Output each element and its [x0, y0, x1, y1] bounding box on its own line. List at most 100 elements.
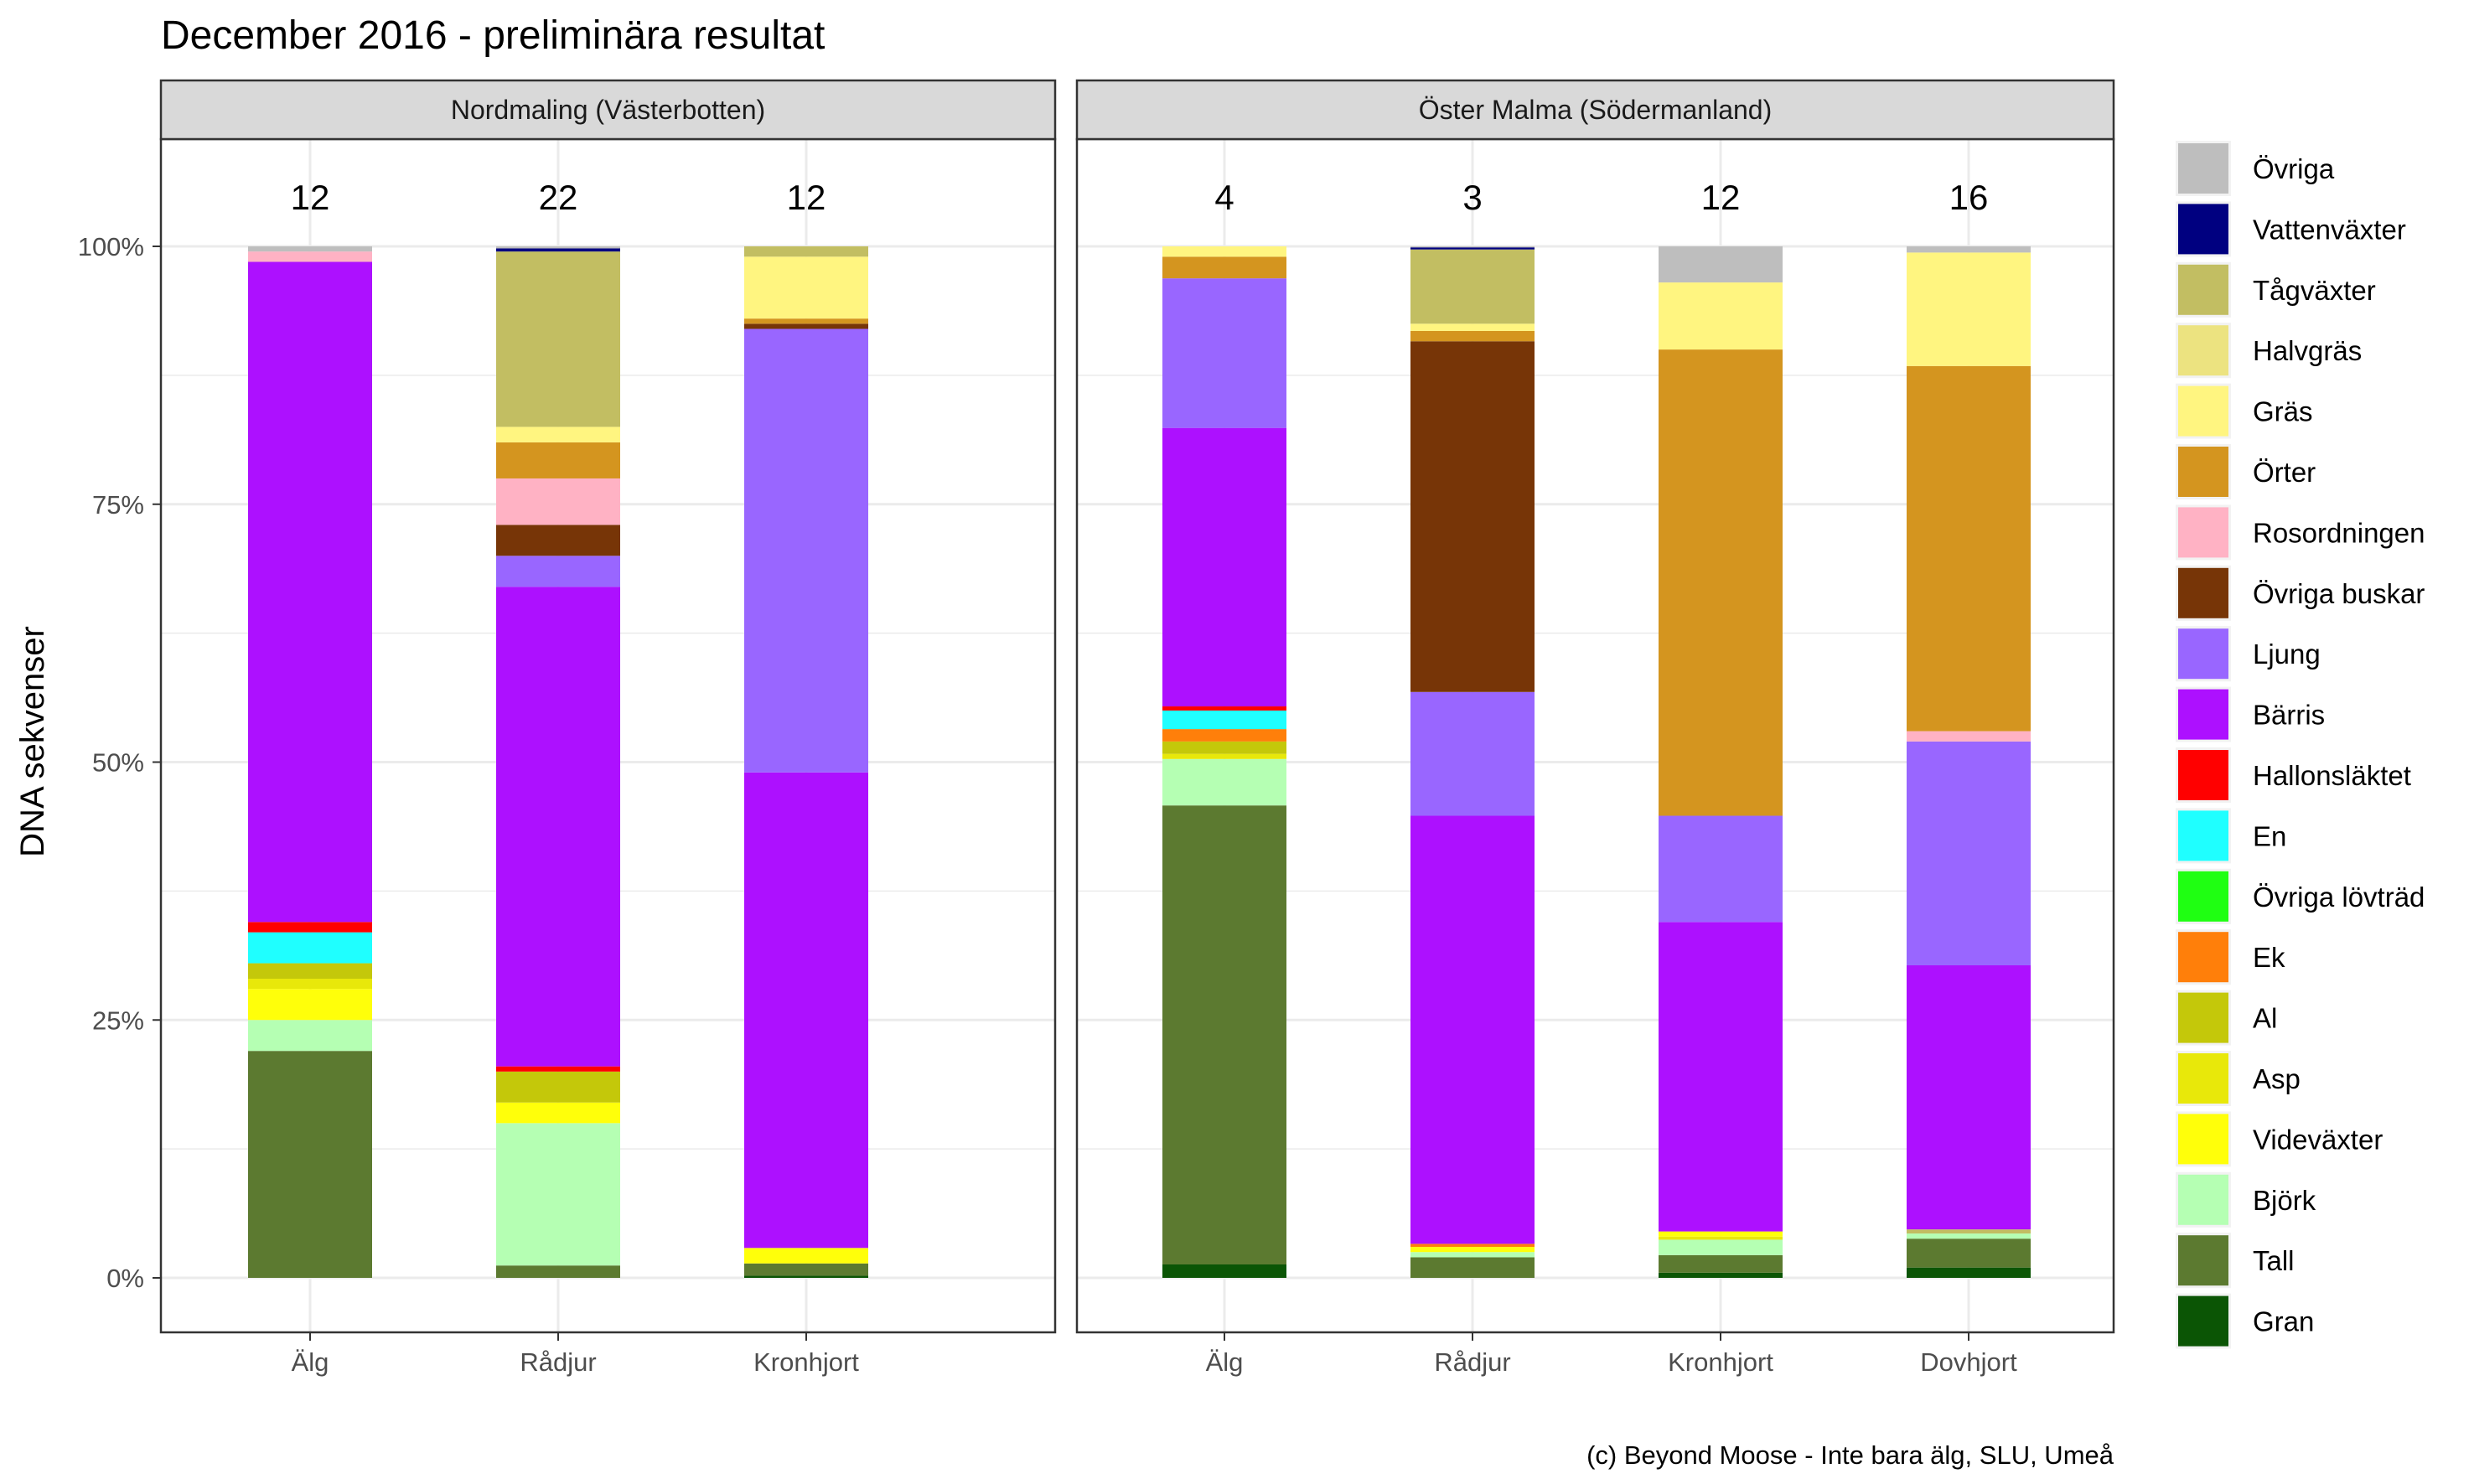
- bar-segment: [744, 1275, 868, 1278]
- bar-segment: [248, 963, 372, 980]
- bar-segment: [1162, 706, 1286, 711]
- bar-segment: [744, 328, 868, 773]
- stacked-bar: [1907, 246, 2031, 1278]
- legend-item: Gräs: [2176, 383, 2313, 439]
- bar-segment: [1162, 710, 1286, 730]
- legend-item: En: [2176, 808, 2286, 864]
- bar-segment: [1162, 427, 1286, 707]
- legend-swatch: [2178, 447, 2228, 497]
- legend-label: Videväxter: [2253, 1124, 2383, 1155]
- bar-segment: [1162, 256, 1286, 279]
- legend-swatch: [2178, 992, 2228, 1043]
- bar-segment: [1659, 282, 1783, 350]
- bar-segment: [248, 979, 372, 990]
- legend-swatch: [2178, 1235, 2228, 1286]
- legend-label: Tall: [2253, 1245, 2295, 1276]
- y-tick-label: 100%: [78, 232, 144, 261]
- legend-swatch: [2178, 567, 2228, 618]
- facet-panels: 12 Älg 22 Rådjur 12 Kronhjort Nordmaling (Väst…: [78, 79, 2115, 1377]
- facet-strip: [1075, 79, 2115, 141]
- legend-label: Asp: [2253, 1063, 2301, 1094]
- bar-segment: [496, 587, 620, 1067]
- legend-swatch: [2178, 264, 2228, 315]
- legend-label: Halvgräs: [2253, 335, 2362, 366]
- legend-label: Övriga buskar: [2253, 578, 2425, 609]
- legend: Övriga Vattenväxter Tågväxter Halvgräs Gräs Ö…: [2176, 141, 2425, 1349]
- legend-label: Ljung: [2253, 639, 2321, 670]
- bar-segment: [496, 556, 620, 587]
- bar-segment: [1659, 1231, 1783, 1237]
- bar-segment: [1410, 330, 1535, 342]
- bar-segment: [496, 442, 620, 478]
- legend-swatch: [2178, 810, 2228, 861]
- facet-strip-label: Nordmaling (Västerbotten): [451, 95, 765, 125]
- bar-segment: [248, 1020, 372, 1052]
- bar-segment: [1162, 1264, 1286, 1278]
- bar-segment: [1659, 922, 1783, 1232]
- x-tick-label: Rådjur: [520, 1347, 596, 1377]
- bar-segment: [248, 932, 372, 964]
- sample-count-label: 12: [1701, 178, 1741, 217]
- bar-segment: [248, 251, 372, 262]
- sample-count-label: 12: [787, 178, 826, 217]
- legend-item: Rosordningen: [2176, 504, 2425, 561]
- bar-segment: [248, 989, 372, 1021]
- chart-title: December 2016 - preliminära resultat: [161, 13, 825, 58]
- y-axis: 0% 25% 50% 75% 100%: [78, 232, 161, 1293]
- bar-segment: [1907, 731, 2031, 742]
- bar-segment: [1659, 815, 1783, 923]
- legend-label: Övriga: [2253, 153, 2335, 184]
- bar-segment: [1410, 691, 1535, 816]
- legend-item: Al: [2176, 990, 2277, 1046]
- bar-segment: [1410, 815, 1535, 1244]
- bar-segment: [1410, 247, 1535, 250]
- legend-swatch: [2178, 507, 2228, 558]
- legend-swatch: [2178, 204, 2228, 255]
- legend-swatch: [2178, 871, 2228, 922]
- x-tick-label: Rådjur: [1434, 1347, 1510, 1377]
- legend-item: Bärris: [2176, 686, 2325, 742]
- legend-swatch: [2178, 1174, 2228, 1225]
- bar-segment: [1907, 365, 2031, 732]
- bar-segment: [496, 1071, 620, 1103]
- bar-segment: [1659, 1254, 1783, 1273]
- bar-segment: [744, 1248, 868, 1264]
- bar-segment: [1659, 1239, 1783, 1255]
- legend-label: Örter: [2253, 457, 2316, 488]
- bar-segment: [1659, 1272, 1783, 1278]
- y-axis-label: DNA sekvenser: [14, 626, 51, 857]
- legend-label: Tågväxter: [2253, 275, 2376, 306]
- bar-segment: [744, 323, 868, 329]
- bar-segment: [744, 772, 868, 1249]
- legend-item: Gran: [2176, 1293, 2314, 1349]
- bar-segment: [1410, 1252, 1535, 1258]
- legend-swatch: [2178, 325, 2228, 376]
- legend-item: Övriga lövträd: [2176, 868, 2425, 924]
- legend-label: Gran: [2253, 1306, 2314, 1337]
- legend-item: Ljung: [2176, 626, 2321, 682]
- bar-segment: [1907, 1267, 2031, 1278]
- legend-label: Al: [2253, 1003, 2277, 1034]
- stacked-bar: [248, 246, 372, 1278]
- bar-segment: [1659, 349, 1783, 816]
- x-tick-label: Älg: [292, 1347, 329, 1377]
- x-tick-label: Älg: [1206, 1347, 1244, 1377]
- legend-item: Björk: [2176, 1171, 2316, 1228]
- bar-segment: [744, 1263, 868, 1276]
- facet-strip: [159, 79, 1057, 141]
- legend-swatch: [2178, 750, 2228, 800]
- bar-segment: [1410, 1247, 1535, 1253]
- stacked-bar: [744, 246, 868, 1278]
- bar-segment: [1410, 323, 1535, 331]
- legend-item: Övriga buskar: [2176, 565, 2425, 621]
- y-tick-label: 0%: [106, 1264, 144, 1293]
- legend-item: Videväxter: [2176, 1111, 2383, 1167]
- legend-swatch: [2178, 932, 2228, 983]
- bar-segment: [496, 251, 620, 427]
- legend-swatch: [2178, 143, 2228, 194]
- legend-swatch: [2178, 1053, 2228, 1104]
- sample-count-label: 3: [1462, 178, 1482, 217]
- legend-label: Vattenväxter: [2253, 214, 2406, 245]
- stacked-bar: [496, 246, 620, 1278]
- sample-count-label: 22: [539, 178, 578, 217]
